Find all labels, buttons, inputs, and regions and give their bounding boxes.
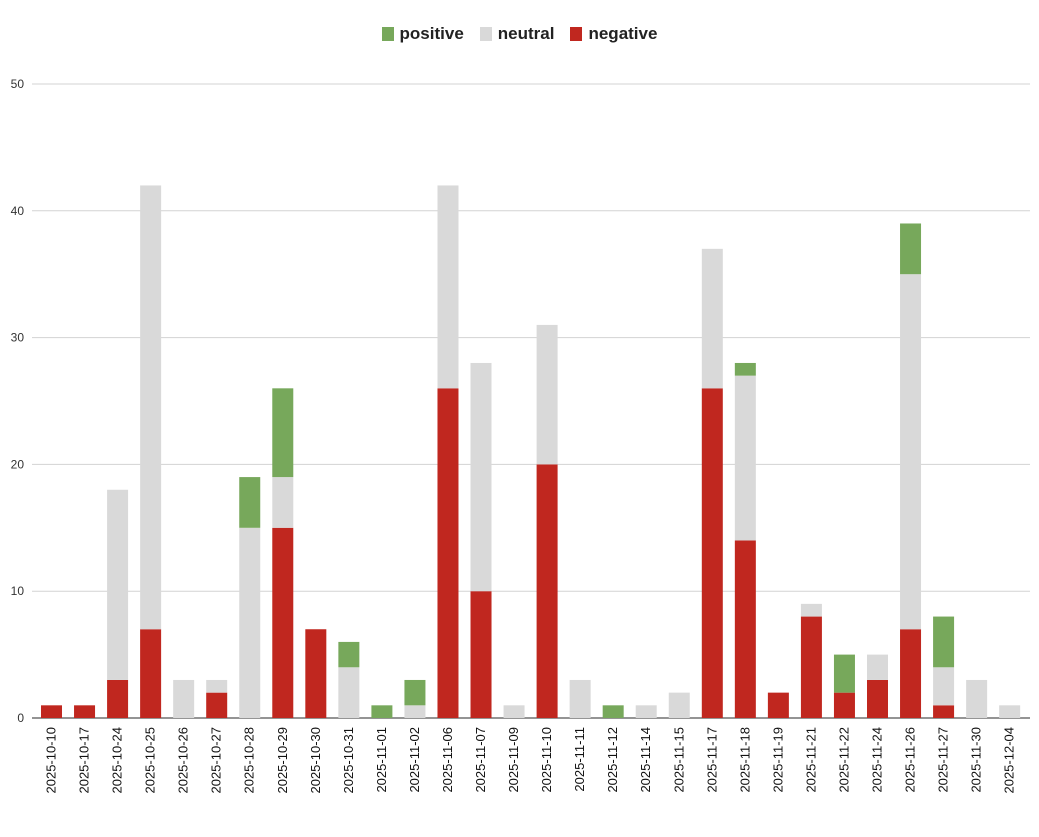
x-tick-label: 2025-11-06 xyxy=(440,727,455,793)
bar-segment-negative xyxy=(107,679,129,718)
bar-segment-positive xyxy=(933,616,955,668)
legend-label-neutral: neutral xyxy=(497,24,555,43)
bar-segment-negative xyxy=(701,388,723,718)
legend-swatch-negative xyxy=(570,27,583,41)
bar-segment-positive xyxy=(338,641,360,668)
bar-segment-positive xyxy=(404,679,426,706)
bar-segment-positive xyxy=(900,223,922,275)
bar-segment-negative xyxy=(74,705,96,718)
legend-swatch-positive xyxy=(381,27,394,41)
bar-segment-negative xyxy=(833,692,855,718)
bar-segment-positive xyxy=(833,654,855,693)
x-tick-label: 2025-10-26 xyxy=(176,727,191,794)
bar-segment-neutral xyxy=(503,705,525,718)
bar-segment-negative xyxy=(140,629,162,718)
x-tick-label: 2025-11-24 xyxy=(870,727,885,793)
x-tick-label: 2025-10-17 xyxy=(77,727,92,794)
bar-segment-negative xyxy=(867,679,888,718)
bar-segment-neutral xyxy=(966,679,988,718)
bar-segment-neutral xyxy=(404,705,426,718)
x-tick-label: 2025-12-04 xyxy=(1002,727,1017,794)
legend-label-positive: positive xyxy=(399,24,464,43)
bar-segment-neutral xyxy=(338,667,360,718)
bar-segment-neutral xyxy=(239,527,261,718)
chart-legend: positive neutral negative xyxy=(0,24,1039,44)
x-tick-label: 2025-10-29 xyxy=(275,727,290,794)
bar-segment-neutral xyxy=(900,274,922,630)
x-tick-label: 2025-10-24 xyxy=(110,727,125,794)
bar-segment-neutral xyxy=(536,324,558,465)
bar-segment-negative xyxy=(800,616,822,718)
bar-segment-neutral xyxy=(867,654,888,680)
bar-segment-neutral xyxy=(800,603,822,617)
y-tick-label: 10 xyxy=(11,584,25,598)
bar-segment-neutral xyxy=(734,375,756,541)
bar-segment-negative xyxy=(272,527,294,718)
bar-segment-neutral xyxy=(569,679,591,718)
bar-segment-positive xyxy=(734,362,756,376)
x-tick-label: 2025-11-21 xyxy=(803,727,818,793)
bar-segment-negative xyxy=(41,705,62,718)
bar-segment-neutral xyxy=(107,489,129,680)
y-tick-label: 20 xyxy=(11,457,25,471)
x-tick-label: 2025-10-31 xyxy=(341,727,356,794)
bar-segment-negative xyxy=(900,629,922,718)
bar-segment-negative xyxy=(536,464,558,718)
x-tick-label: 2025-11-07 xyxy=(473,727,488,793)
legend-swatch-neutral xyxy=(479,27,492,41)
x-tick-label: 2025-11-14 xyxy=(638,727,653,793)
x-tick-label: 2025-11-12 xyxy=(605,727,620,793)
bar-segment-negative xyxy=(206,692,228,718)
legend-item-neutral[interactable]: neutral xyxy=(479,24,555,44)
bar-segment-neutral xyxy=(206,679,228,693)
bar-segment-positive xyxy=(272,388,294,478)
x-tick-label: 2025-11-17 xyxy=(704,727,719,793)
bar-segment-negative xyxy=(734,540,756,718)
x-tick-label: 2025-10-25 xyxy=(143,727,158,794)
bar-segment-neutral xyxy=(999,705,1021,718)
x-tick-label: 2025-11-27 xyxy=(936,727,951,793)
x-tick-label: 2025-11-18 xyxy=(737,727,752,793)
x-tick-label: 2025-11-09 xyxy=(506,727,521,793)
y-tick-label: 0 xyxy=(17,711,24,725)
y-tick-label: 50 xyxy=(11,77,25,91)
legend-item-positive[interactable]: positive xyxy=(381,24,464,44)
bar-segment-negative xyxy=(933,705,955,718)
legend-item-negative[interactable]: negative xyxy=(570,24,657,44)
bar-segment-positive xyxy=(602,705,624,718)
bar-segment-neutral xyxy=(470,362,492,592)
bar-segment-neutral xyxy=(668,692,690,718)
y-tick-label: 40 xyxy=(11,204,25,218)
bar-segment-negative xyxy=(767,692,789,718)
bar-segment-neutral xyxy=(635,705,657,718)
x-tick-label: 2025-11-01 xyxy=(374,727,389,793)
bar-segment-positive xyxy=(239,477,261,528)
bar-segment-neutral xyxy=(701,248,723,389)
bar-segment-neutral xyxy=(437,185,459,389)
bar-segment-neutral xyxy=(140,185,162,630)
x-tick-label: 2025-10-10 xyxy=(44,727,59,794)
bar-segment-neutral xyxy=(272,477,294,528)
bar-segment-neutral xyxy=(933,667,955,706)
x-tick-label: 2025-11-22 xyxy=(836,727,851,793)
x-tick-label: 2025-11-15 xyxy=(671,727,686,793)
bar-segment-negative xyxy=(470,591,492,718)
x-tick-label: 2025-11-11 xyxy=(572,727,587,792)
x-tick-label: 2025-10-27 xyxy=(209,727,224,794)
x-tick-label: 2025-10-28 xyxy=(242,727,257,794)
x-tick-label: 2025-11-02 xyxy=(407,727,422,793)
y-tick-label: 30 xyxy=(11,331,25,345)
x-tick-label: 2025-11-10 xyxy=(539,727,554,793)
x-tick-label: 2025-11-19 xyxy=(770,727,785,793)
x-tick-label: 2025-11-30 xyxy=(969,727,984,793)
legend-label-negative: negative xyxy=(588,24,658,43)
bar-segment-neutral xyxy=(173,679,195,718)
x-tick-label: 2025-11-26 xyxy=(903,727,918,793)
bar-segment-negative xyxy=(437,388,459,718)
x-tick-label: 2025-10-30 xyxy=(308,727,323,794)
bar-segment-negative xyxy=(305,629,327,718)
bar-segment-positive xyxy=(371,705,393,718)
